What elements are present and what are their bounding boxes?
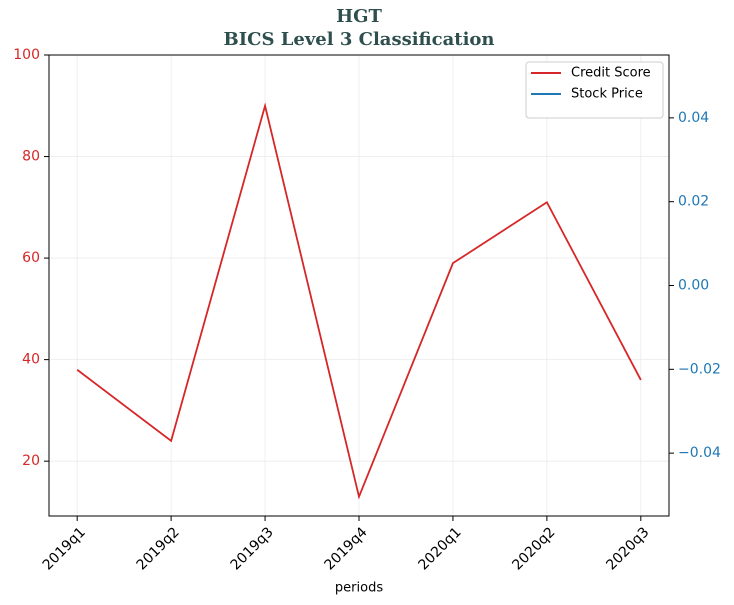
y-tick-label: 80 <box>22 149 40 165</box>
legend-box <box>525 61 664 119</box>
y2-tick-label: −0.02 <box>678 361 721 377</box>
series-line <box>76 102 642 500</box>
x-tick-label: 2020q2 <box>509 524 558 573</box>
legend-label: Credit Score <box>571 66 651 81</box>
y-tick-label: 60 <box>22 250 40 266</box>
x-tick-label: 2019q2 <box>134 524 183 573</box>
y2-tick-label: 0.04 <box>678 110 709 126</box>
x-tick-label: 2020q1 <box>415 524 464 573</box>
y-tick-label: 40 <box>22 352 40 368</box>
y-tick-label: 100 <box>13 47 40 63</box>
y2-tick-label: 0.02 <box>678 194 709 210</box>
chart-subtitle: BICS Level 3 Classification <box>223 29 494 50</box>
y2-tick-label: −0.04 <box>678 445 721 461</box>
chart-title: HGT <box>336 6 382 27</box>
y2-tick-label: 0.00 <box>678 278 709 294</box>
x-tick-label: 2019q3 <box>228 524 277 573</box>
x-tick-label: 2019q4 <box>322 524 371 573</box>
x-tick-label: 2019q1 <box>40 524 89 573</box>
plot-frame <box>48 54 670 517</box>
y-tick-label: 20 <box>22 453 40 469</box>
x-axis-label: periods <box>335 581 383 596</box>
x-tick-label: 2020q3 <box>603 524 652 573</box>
legend-label: Stock Price <box>571 87 643 102</box>
